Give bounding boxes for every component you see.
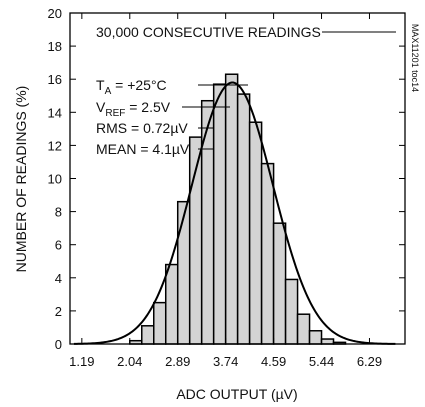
histogram-bar [272, 222, 287, 345]
histogram-bar [212, 83, 227, 345]
y-tick-label: 0 [55, 337, 62, 352]
annotation-rms: RMS = 0.72µV [96, 120, 188, 136]
annotation-temperature: TA = +25°C [96, 77, 167, 97]
histogram-bar [296, 313, 311, 345]
y-tick-label: 18 [48, 39, 62, 54]
y-tick-label: 10 [48, 172, 62, 187]
x-tick-label: 4.59 [261, 354, 286, 369]
chart-title: 30,000 CONSECUTIVE READINGS [96, 24, 321, 40]
y-tick-label: 4 [55, 271, 62, 286]
gaussian-fit-curve [73, 81, 396, 345]
axis-ticks: 0 2 4 6 8 10 12 14 16 18 20 1.19 2.04 2.89 3.74 4.59 5.4… [48, 6, 405, 369]
x-tick-label: 2.04 [117, 354, 142, 369]
histogram-bar [248, 121, 263, 345]
histogram-bar [153, 301, 167, 345]
y-tick-label: 20 [48, 6, 62, 21]
x-axis-title: ADC OUTPUT (µV) [176, 386, 297, 402]
x-tick-label: 2.89 [165, 354, 190, 369]
y-tick-label: 8 [55, 205, 62, 220]
histogram-bar [164, 263, 179, 345]
y-tick-label: 6 [55, 238, 62, 253]
histogram-bar [320, 338, 335, 345]
x-tick-label: 5.44 [309, 354, 334, 369]
annotation-vref: VREF = 2.5V [96, 99, 171, 119]
histogram-bar [236, 93, 251, 345]
histogram-bar [308, 330, 323, 345]
y-tick-label: 14 [48, 105, 62, 120]
y-tick-label: 12 [48, 138, 62, 153]
x-tick-label: 3.74 [213, 354, 238, 369]
figure-id-label: MAX11201 toc14 [410, 24, 420, 92]
annotation-mean: MEAN = 4.1µV [96, 141, 190, 157]
histogram-bar [260, 162, 275, 345]
y-tick-label: 16 [48, 72, 62, 87]
histogram-bar [200, 99, 215, 345]
histogram-bar [176, 200, 191, 345]
x-tick-label: 6.29 [357, 354, 382, 369]
histogram-bar [284, 278, 299, 345]
histogram-bar [141, 325, 155, 345]
histogram-bar [224, 73, 239, 345]
histogram-bars [129, 73, 347, 345]
x-tick-label: 1.19 [69, 354, 94, 369]
y-axis-title: NUMBER OF READINGS (%) [13, 86, 29, 273]
y-tick-label: 2 [55, 304, 62, 319]
